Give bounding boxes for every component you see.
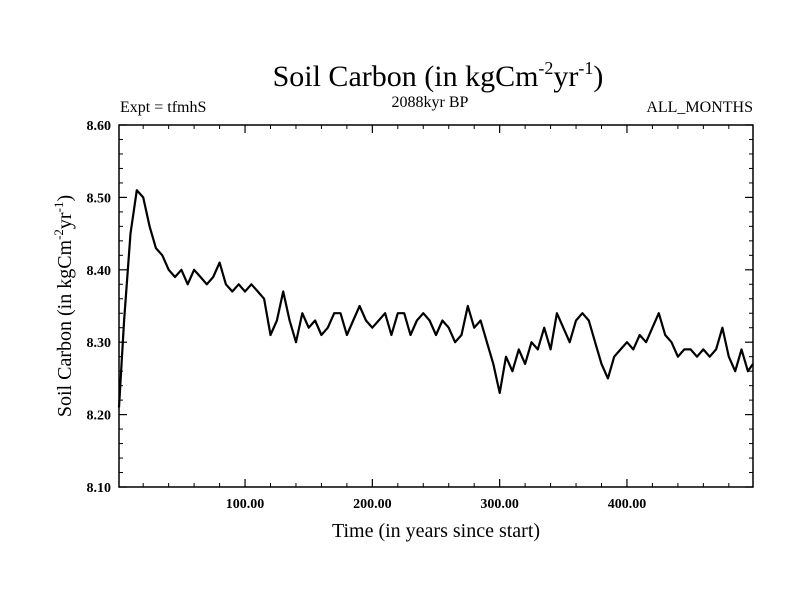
y-axis: 8.10 8.20 8.30 8.40 8.50 8.60 (87, 119, 753, 496)
x-axis: 100.00 200.00 300.00 400.00 (226, 125, 646, 512)
y-axis-label-end: ) (54, 195, 76, 202)
y-tick-label: 8.50 (87, 191, 112, 206)
y-tick-label: 8.60 (87, 119, 112, 134)
x-tick-label: 200.00 (353, 497, 392, 512)
chart-title-main: Soil Carbon (in kgCm (273, 60, 539, 93)
y-tick-label: 8.20 (87, 409, 112, 424)
y-tick-label: 8.30 (87, 336, 112, 351)
x-tick-label: 400.00 (608, 497, 647, 512)
chart-title-sup1: -2 (538, 58, 553, 78)
chart-title-sup2: -1 (578, 58, 593, 78)
subtitle-experiment: Expt = tfmhS (120, 99, 206, 116)
subtitle-months: ALL_MONTHS (646, 99, 753, 116)
y-axis-label-sup2: -1 (51, 202, 66, 213)
y-tick-label: 8.40 (87, 264, 112, 279)
plot-frame (118, 124, 754, 488)
y-axis-label-sup1: -2 (51, 229, 66, 240)
x-tick-label: 100.00 (226, 497, 265, 512)
chart-title-end: ) (593, 60, 603, 93)
series-line-soil-carbon (117, 189, 754, 408)
y-tick-label: 8.10 (87, 481, 112, 496)
subtitle-period: 2088kyr BP (392, 94, 469, 111)
minor-ticks (119, 125, 753, 487)
y-axis-label-main: Soil Carbon (in kgCm (54, 239, 76, 417)
y-axis-label: Soil Carbon (in kgCm-2yr-1) (51, 195, 76, 417)
chart-title-mid: yr (553, 60, 578, 93)
x-tick-label: 300.00 (480, 497, 519, 512)
y-axis-label-mid: yr (54, 212, 76, 229)
chart-title: Soil Carbon (in kgCm-2yr-1) (273, 58, 604, 93)
x-axis-label: Time (in years since start) (332, 520, 540, 542)
